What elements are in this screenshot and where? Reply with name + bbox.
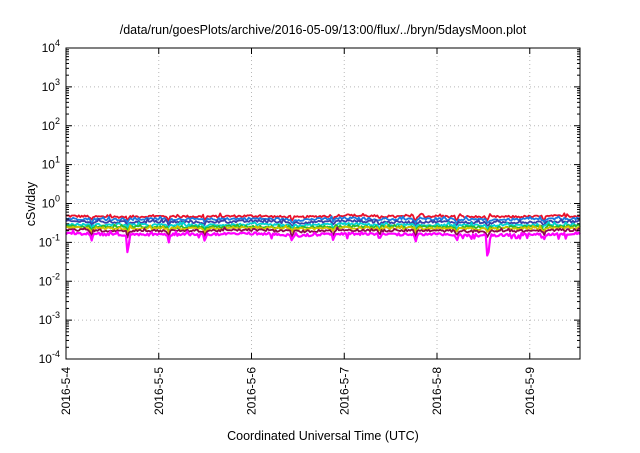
x-tick-label: 2016-5-5 — [152, 367, 166, 415]
grid-layer — [66, 48, 580, 359]
x-tick-label: 2016-5-8 — [430, 367, 444, 415]
x-tick-label: 2016-5-9 — [523, 367, 537, 415]
y-tick-label: 103 — [42, 77, 60, 94]
y-tick-label: 102 — [42, 116, 60, 133]
series-line-1 — [65, 212, 581, 223]
y-tick-label: 100 — [42, 194, 60, 211]
series-line-8 — [65, 229, 581, 257]
x-tick-label: 2016-5-7 — [337, 367, 351, 415]
y-tick-label: 101 — [42, 155, 60, 172]
y-tick-label: 10-1 — [39, 232, 60, 249]
x-tick-label: 2016-5-4 — [59, 367, 73, 415]
y-tick-label: 10-3 — [39, 310, 60, 327]
series-line-6 — [65, 224, 581, 234]
y-tick-label: 10-4 — [39, 349, 60, 366]
x-axis-title: Coordinated Universal Time (UTC) — [227, 429, 419, 443]
label-layer: 10-4 10-3 10-2 10-1 100 101 102 103 104 2016-5-4 2… — [39, 38, 537, 415]
tick-layer — [65, 47, 580, 360]
series-line-7 — [65, 226, 581, 239]
y-tick-label: 104 — [42, 38, 60, 55]
series-line-3 — [65, 218, 581, 228]
series-line-4 — [65, 221, 581, 231]
y-tick-label: 10-2 — [39, 271, 60, 288]
y-axis-title: cSv/day — [24, 181, 38, 226]
chart-title: /data/run/goesPlots/archive/2016-05-09/1… — [120, 23, 527, 37]
x-tick-label: 2016-5-6 — [245, 367, 259, 415]
series-line-2 — [65, 215, 581, 226]
series-layer — [65, 212, 581, 257]
